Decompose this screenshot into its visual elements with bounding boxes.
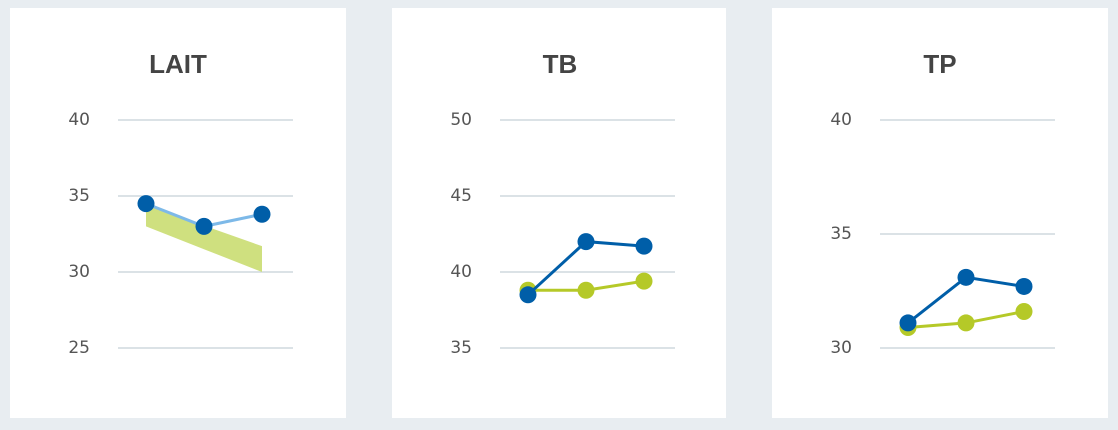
- y-tick-label: 35: [68, 186, 90, 206]
- data-point: [635, 272, 653, 290]
- y-tick-label: 35: [450, 338, 472, 358]
- data-point: [957, 268, 975, 286]
- y-tick-label: 50: [450, 110, 472, 130]
- data-point: [577, 281, 595, 299]
- chart-title: LAIT: [149, 49, 207, 79]
- chart-title: TP: [923, 49, 956, 79]
- y-tick-label: 40: [830, 110, 852, 130]
- y-tick-label: 25: [68, 338, 90, 358]
- data-point: [1015, 277, 1033, 295]
- panel: [10, 8, 346, 418]
- y-tick-label: 30: [830, 338, 852, 358]
- chart-title: TB: [543, 49, 578, 79]
- y-tick-label: 40: [450, 262, 472, 282]
- data-point: [957, 314, 975, 332]
- range-band: [146, 205, 262, 272]
- y-tick-label: 30: [68, 262, 90, 282]
- data-point: [519, 286, 537, 304]
- data-point: [1015, 303, 1033, 321]
- panel: [392, 8, 726, 418]
- data-point: [635, 237, 653, 255]
- data-point: [137, 195, 155, 213]
- data-point: [899, 314, 917, 332]
- data-point: [253, 205, 271, 223]
- panel: [772, 8, 1108, 418]
- y-tick-label: 45: [450, 186, 472, 206]
- data-point: [195, 217, 213, 235]
- y-tick-label: 40: [68, 110, 90, 130]
- y-tick-label: 35: [830, 224, 852, 244]
- data-point: [577, 233, 595, 251]
